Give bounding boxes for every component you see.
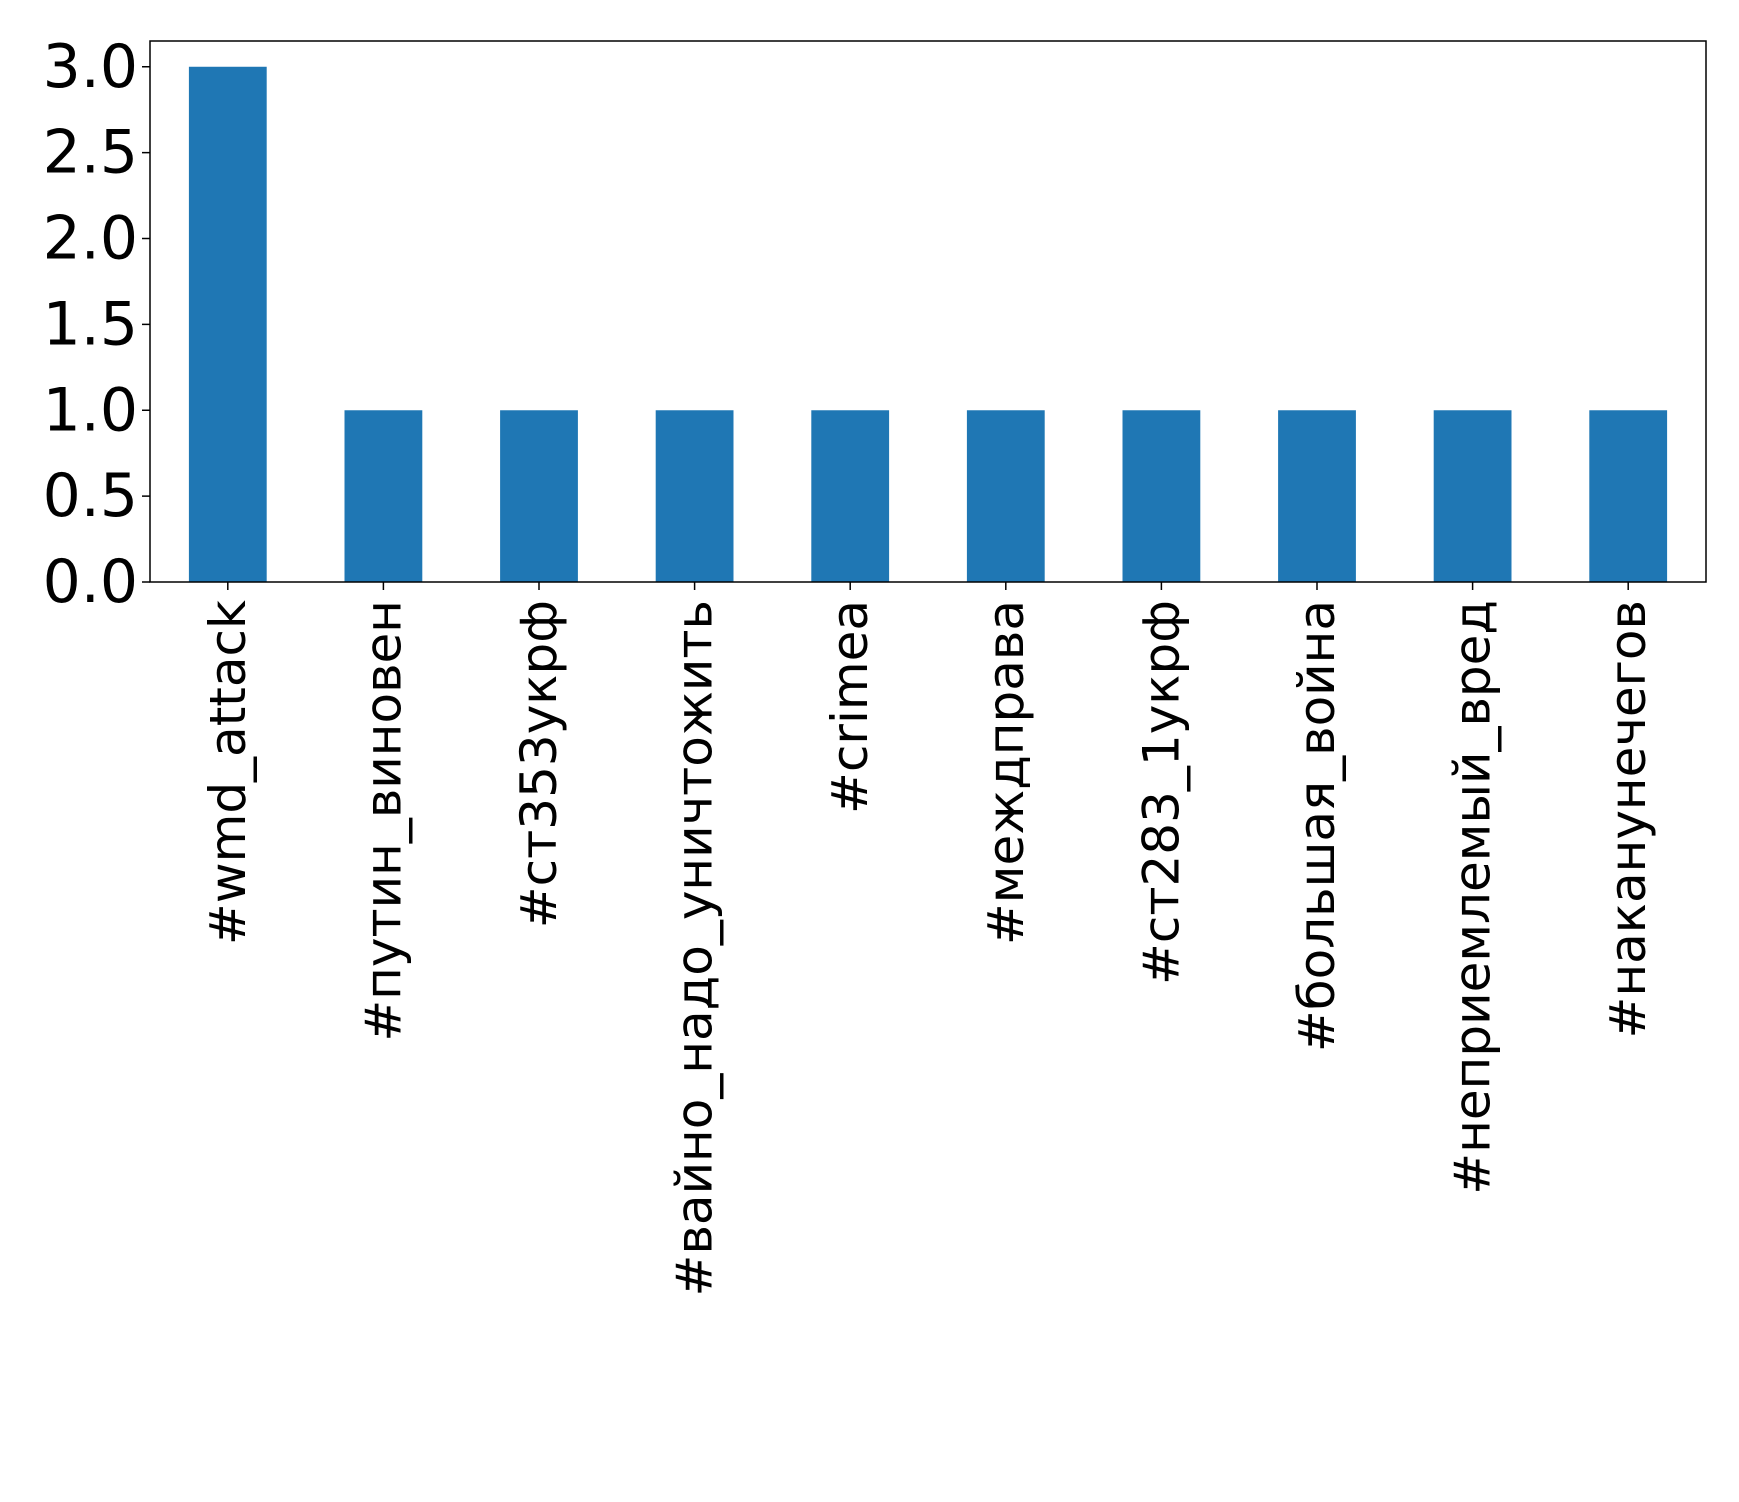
x-tick-label: #неприемлемый_вред	[1444, 600, 1502, 1195]
bar	[1433, 410, 1512, 582]
y-tick-label: 2.0	[43, 204, 138, 274]
bar	[1589, 410, 1668, 582]
bar	[188, 66, 267, 582]
plot-frame	[149, 40, 1707, 583]
bar	[1122, 410, 1201, 582]
x-tick-label: #wmd_attack	[199, 600, 257, 945]
bar	[966, 410, 1045, 582]
y-tick-label: 3.0	[43, 32, 138, 102]
x-axis-ticks: #wmd_attack #путин_виновен #ст353укрф #вайн…	[199, 582, 1657, 1296]
y-tick-label: 0.5	[43, 461, 138, 531]
x-tick-label: #накануне­чегов	[1599, 600, 1657, 1038]
x-tick-label: #ст283_1укрф	[1132, 600, 1190, 985]
y-tick-label: 1.5	[43, 289, 138, 359]
y-tick-label: 1.0	[43, 375, 138, 445]
x-tick-label: #вайно_надо_уничтожить	[666, 600, 724, 1296]
y-axis-ticks: 0.0 0.5 1.0 1.5 2.0 2.5 3.0	[43, 32, 150, 617]
bar	[655, 410, 734, 582]
x-tick-label: #большая_война	[1288, 600, 1346, 1052]
x-tick-label: #междправа	[977, 600, 1035, 945]
y-tick-label: 2.5	[43, 118, 138, 188]
bar	[1278, 410, 1356, 582]
x-tick-label: #путин_виновен	[354, 600, 412, 1042]
bar	[811, 410, 890, 582]
bars-group	[188, 66, 1668, 582]
x-tick-label: #ст353укрф	[510, 600, 568, 928]
bar	[344, 410, 423, 582]
bar	[500, 410, 578, 582]
x-tick-label: #crimea	[821, 600, 879, 814]
y-tick-label: 0.0	[43, 547, 138, 617]
